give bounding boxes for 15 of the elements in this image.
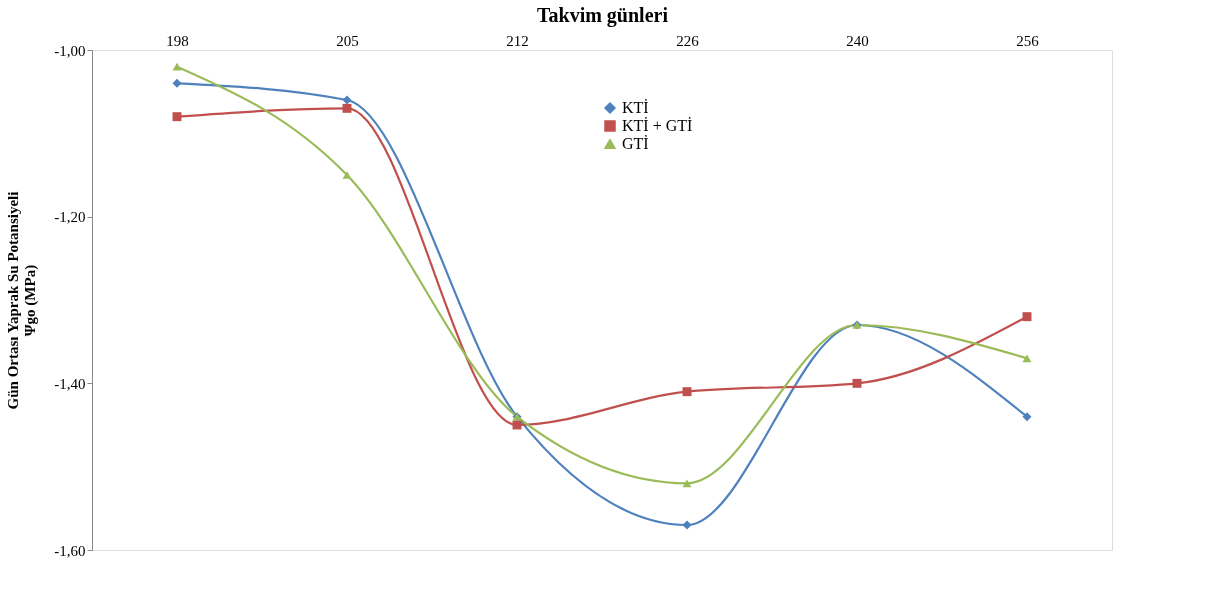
x-axis-title: Takvim günleri xyxy=(537,3,669,27)
x-tick-label: 240 xyxy=(846,32,869,49)
legend-label: KTİ + GTİ xyxy=(622,117,693,134)
x-tick-label: 226 xyxy=(676,32,700,49)
x-tick-label: 256 xyxy=(1016,32,1040,49)
y-axis-title: Gün Ortası Yaprak Su Potansiyeli Ψgo (MPa) xyxy=(5,191,40,410)
y-tick-label: -1,40 xyxy=(54,375,86,392)
x-tick-label: 212 xyxy=(506,32,529,49)
x-tick-label: 205 xyxy=(336,32,359,49)
y-tick-label: -1,60 xyxy=(54,542,86,559)
legend-label: KTİ xyxy=(622,99,649,116)
legend-label: GTİ xyxy=(622,135,649,152)
y-tick-label: -1,00 xyxy=(54,42,86,59)
y-tick-label: -1,20 xyxy=(54,209,86,226)
x-tick-label: 198 xyxy=(166,32,189,49)
